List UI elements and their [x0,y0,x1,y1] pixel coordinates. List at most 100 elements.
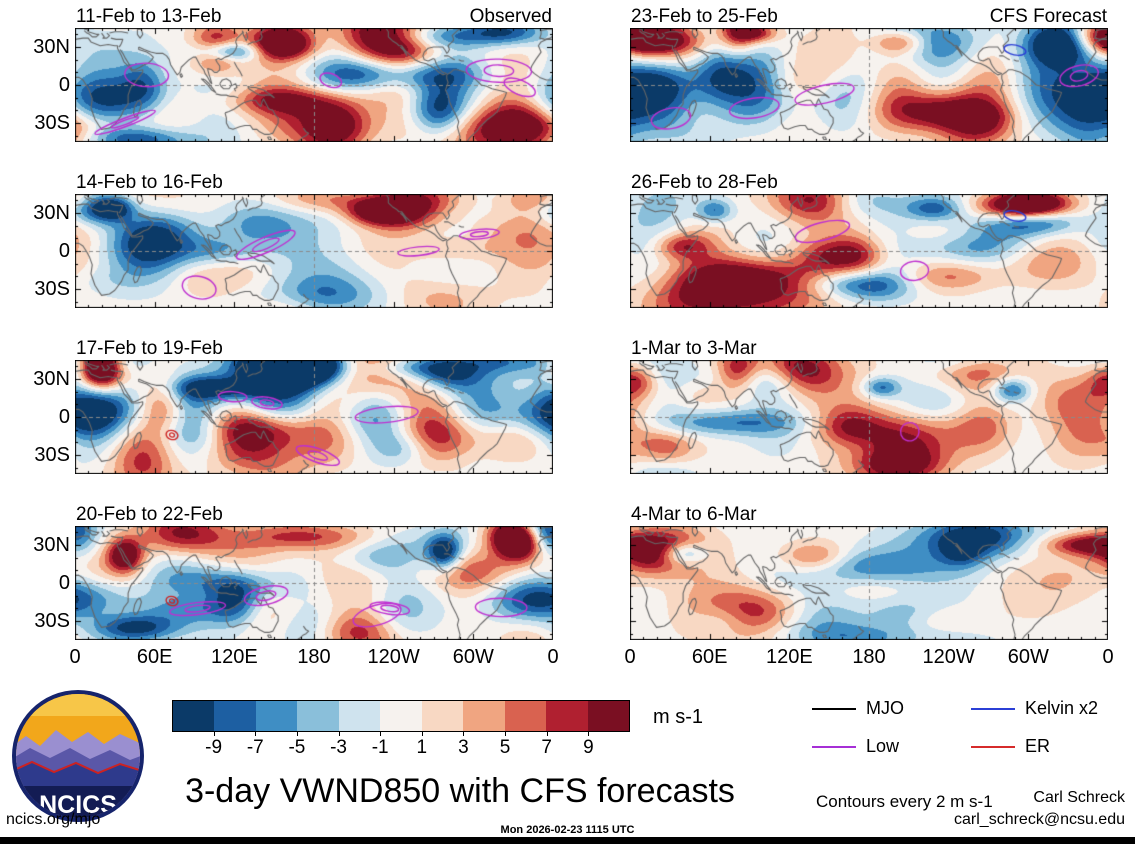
y-axis-label: 30N [33,36,70,58]
footer-timestamp: Mon 2026-02-23 1115 UTC [500,824,635,836]
x-axis-label: 120W [367,646,420,668]
colorbar-segment [214,701,256,731]
low-line-swatch [812,745,856,748]
colorbar-tick-mark [213,731,215,736]
colorbar-segment [504,701,547,731]
y-axis-label: 30N [33,368,70,390]
y-axis-label: 30S [34,278,70,300]
colorbar-segment [173,701,215,731]
legend-item-low: Low [812,736,971,757]
panel-title: 26-Feb to 28-Feb [631,172,778,193]
y-axis-label: 0 [58,572,70,594]
colorbar-tick-label: 9 [583,737,594,758]
legend: MJO Kelvin x2 Low ER [812,698,1130,774]
map-panel: 26-Feb to 28-Feb [630,168,1108,308]
colorbar-tick-mark [588,731,590,736]
map-panel: 23-Feb to 25-Feb CFS Forecast [630,2,1108,142]
colorbar-tick-label: -9 [205,737,223,758]
colorbar: -9 -7 -5 -3 -1 1 3 5 7 9 [172,700,630,764]
contour-note: Contours every 2 m s-1 [816,792,993,811]
map-panel: 1-Mar to 3-Mar [630,334,1108,474]
map-panel: 11-Feb to 13-Feb Observed [75,2,553,142]
map-canvas [75,526,553,640]
colorbar-tick-mark [546,731,548,736]
colorbar-segment [463,701,505,731]
kelvin-line-swatch [971,707,1015,710]
panel-title: 20-Feb to 22-Feb [76,504,223,525]
legend-label: Low [866,736,900,756]
x-axis-label: 180 [852,646,886,668]
colorbar-tick-mark [463,731,465,736]
panel-title: 17-Feb to 19-Feb [76,338,223,359]
legend-item-kelvin: Kelvin x2 [971,698,1130,719]
x-axis-label: 0 [624,646,636,668]
colorbar-tick-label: 7 [541,737,553,758]
colorbar-tick-label: 1 [416,737,428,758]
x-axis-label: 60W [452,646,494,668]
map-canvas [630,28,1108,142]
panel-title: 14-Feb to 16-Feb [76,172,223,193]
colorbar-tick-label: 3 [458,737,469,758]
footer-url: ncics.org/mjo [6,811,101,828]
credit-email: carl_schreck@ncsu.edu [954,811,1125,828]
y-axis-label: 30N [33,202,70,224]
colorbar-tick-mark [296,731,298,736]
colorbar-unit-label: m s-1 [653,706,703,728]
map-canvas [630,526,1108,640]
legend-label: Kelvin x2 [1025,698,1099,718]
x-axis-label: 0 [547,646,559,668]
panel-title: 11-Feb to 13-Feb [76,6,222,27]
column-label-forecast: CFS Forecast [989,6,1107,27]
colorbar-segment [546,701,588,731]
y-axis-label: 0 [58,74,70,96]
colorbar-tick-label: -1 [371,737,389,758]
map-canvas [630,194,1108,308]
mjo-line-swatch [812,707,856,710]
y-axis-label: 30S [34,610,70,632]
y-axis-label: 30S [34,112,70,134]
y-axis-label: 30S [34,444,70,466]
legend-label: MJO [866,698,904,718]
colorbar-segment [421,701,464,731]
x-axis-label: 120E [765,646,813,668]
colorbar-tick-label: -7 [246,737,264,758]
colorbar-tick-label: -5 [288,737,306,758]
ncics-logo: NCICS [12,690,144,822]
map-panel: 4-Mar to 6-Mar [630,500,1108,640]
panel-title: 1-Mar to 3-Mar [631,338,757,359]
panel-title: 4-Mar to 6-Mar [631,504,757,525]
colorbar-segment [255,701,298,731]
er-line-swatch [971,745,1015,748]
panel-title: 23-Feb to 25-Feb [631,6,778,27]
map-canvas [75,360,553,474]
credit-name: Carl Schreck [1033,789,1125,806]
colorbar-segment [297,701,339,731]
x-axis-label: 60E [136,646,173,668]
map-panel: 17-Feb to 19-Feb [75,334,553,474]
colorbar-tick-mark [421,731,423,736]
colorbar-segment [380,701,422,731]
map-panel: 20-Feb to 22-Feb [75,500,553,640]
y-axis-label: 0 [58,240,70,262]
colorbar-segment [587,701,629,731]
map-canvas [75,194,553,308]
map-canvas [75,28,553,142]
x-axis-label: 120E [210,646,258,668]
x-axis-label: 60W [1007,646,1049,668]
main-title: 3-day VWND850 with CFS forecasts [185,772,735,810]
y-axis-label: 30N [33,534,70,556]
colorbar-tick-mark [505,731,507,736]
x-axis-label: 0 [1102,646,1114,668]
x-axis-label: 0 [69,646,81,668]
x-axis-label: 60E [691,646,728,668]
map-panel: 14-Feb to 16-Feb [75,168,553,308]
colorbar-segment [338,701,381,731]
colorbar-tick-mark [255,731,257,736]
x-axis-label: 120W [922,646,975,668]
colorbar-tick-label: 5 [499,737,511,758]
bottom-bar [0,837,1135,844]
legend-label: ER [1025,736,1051,756]
x-axis-label: 180 [297,646,331,668]
map-canvas [630,360,1108,474]
